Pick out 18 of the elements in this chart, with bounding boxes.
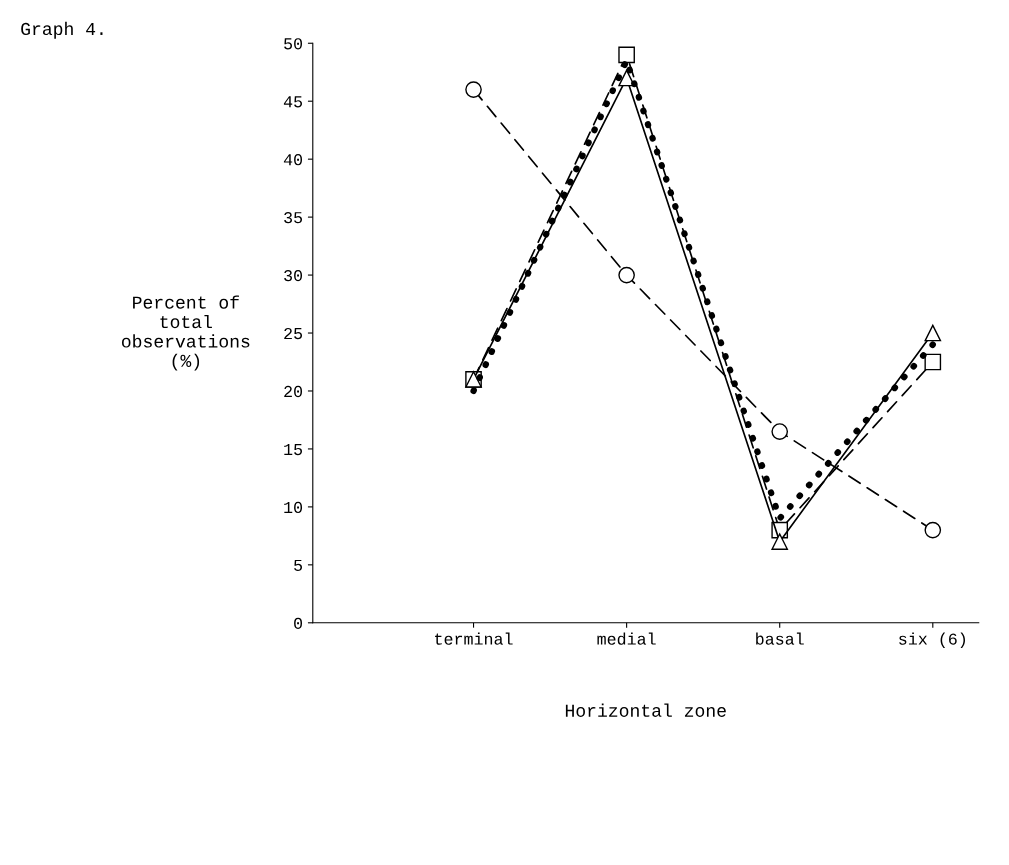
y-tick-label: 40 xyxy=(283,154,303,166)
y-axis-title: Percent of total observations (%) xyxy=(121,295,250,371)
y-tick-label: 35 xyxy=(284,212,303,224)
y-tick-label: 5 xyxy=(294,559,303,572)
y-tick-label: 25 xyxy=(284,327,303,340)
x-tick-label: terminal xyxy=(435,632,513,645)
y-tick-label: 15 xyxy=(284,443,303,456)
y-tick-label: 50 xyxy=(284,38,303,50)
text: Graph 4. xyxy=(21,21,103,39)
y-tick-label: 0 xyxy=(294,617,303,629)
y-tick-label: 10 xyxy=(284,501,303,514)
x-tick-label: basal xyxy=(756,632,804,645)
x-tick-label: six (6) xyxy=(899,632,966,649)
y-tick-label: 45 xyxy=(283,96,303,108)
x-axis-title: Horizontal zone xyxy=(565,703,726,717)
y-tick-label: 30 xyxy=(284,269,303,282)
y-tick-label: 20 xyxy=(284,385,303,398)
x-tick-label: medial xyxy=(597,632,656,645)
